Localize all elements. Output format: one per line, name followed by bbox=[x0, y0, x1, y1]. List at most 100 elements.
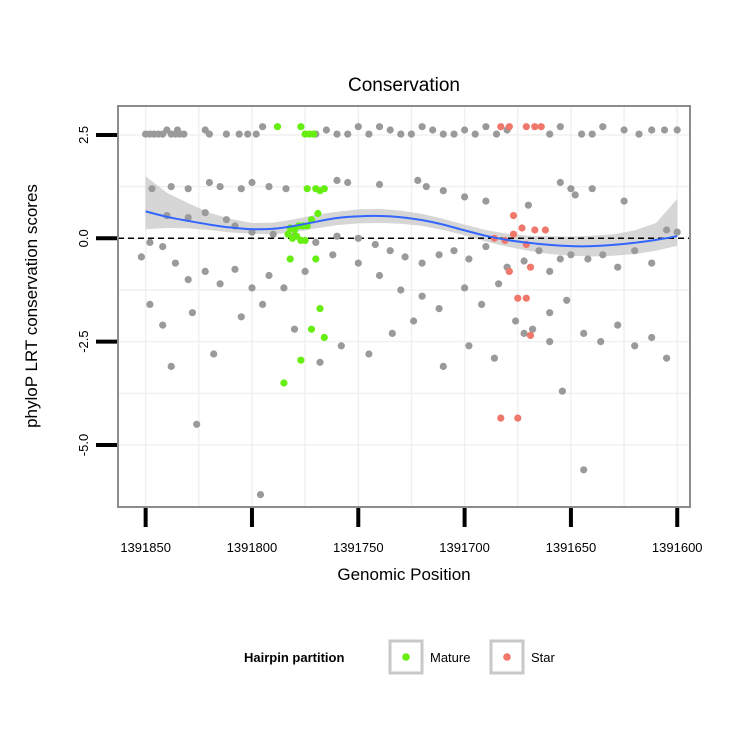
data-point bbox=[280, 379, 288, 387]
data-point bbox=[148, 185, 156, 193]
x-tick-label: 1391700 bbox=[439, 540, 490, 555]
data-point bbox=[522, 123, 530, 131]
data-point bbox=[386, 247, 394, 255]
smooth-trend-line bbox=[145, 210, 678, 248]
data-point bbox=[546, 338, 554, 346]
x-axis: 1391850 1391800 1391750 1391700 1391650 13916… bbox=[120, 508, 703, 555]
smooth-confidence-band bbox=[145, 176, 678, 257]
data-point bbox=[514, 294, 522, 302]
data-point bbox=[514, 414, 522, 422]
data-point bbox=[259, 300, 267, 308]
data-point bbox=[286, 255, 294, 263]
data-point bbox=[265, 183, 273, 191]
data-point bbox=[375, 180, 384, 189]
data-point bbox=[465, 255, 473, 263]
data-point bbox=[558, 387, 567, 395]
data-point bbox=[578, 130, 586, 138]
data-point bbox=[450, 130, 458, 138]
data-point bbox=[397, 130, 405, 138]
data-point bbox=[556, 255, 564, 263]
chart-title: Conservation bbox=[348, 75, 460, 96]
data-point bbox=[371, 240, 379, 249]
data-point bbox=[301, 267, 309, 275]
data-point bbox=[307, 325, 316, 333]
data-point bbox=[167, 183, 175, 191]
data-point bbox=[259, 123, 267, 131]
data-point bbox=[620, 126, 628, 134]
data-point bbox=[184, 276, 192, 284]
data-point bbox=[482, 123, 490, 131]
data-point bbox=[322, 126, 330, 134]
data-point bbox=[648, 259, 656, 267]
data-points bbox=[137, 123, 681, 499]
data-point bbox=[588, 185, 596, 193]
data-point bbox=[418, 123, 426, 131]
data-point bbox=[354, 234, 362, 242]
series-star bbox=[490, 123, 550, 422]
data-point bbox=[567, 185, 575, 193]
data-point bbox=[329, 251, 337, 259]
data-point bbox=[365, 350, 373, 358]
data-point bbox=[173, 126, 182, 134]
data-point bbox=[439, 187, 447, 195]
data-point bbox=[529, 325, 537, 333]
data-point bbox=[256, 491, 265, 499]
legend-item-mature: Mature bbox=[388, 639, 470, 675]
data-point bbox=[435, 305, 443, 313]
data-point bbox=[620, 197, 628, 205]
data-point bbox=[269, 230, 277, 238]
data-point bbox=[614, 321, 622, 329]
x-tick-label: 1391850 bbox=[120, 540, 171, 555]
plot-panel bbox=[117, 105, 691, 508]
data-point bbox=[497, 123, 505, 131]
data-point bbox=[580, 466, 588, 474]
data-point bbox=[316, 358, 324, 366]
legend: Hairpin partition Mature Star bbox=[244, 639, 556, 675]
data-point bbox=[201, 267, 209, 275]
data-point bbox=[482, 197, 490, 205]
x-tick-label: 1391600 bbox=[652, 540, 703, 555]
y-tick-label: -2.5 bbox=[76, 330, 91, 352]
data-point bbox=[410, 317, 418, 325]
data-point bbox=[314, 209, 322, 218]
data-point bbox=[660, 126, 669, 134]
data-point bbox=[146, 300, 154, 308]
data-point bbox=[663, 226, 671, 234]
data-point bbox=[465, 342, 473, 350]
data-point bbox=[461, 126, 469, 134]
data-point bbox=[231, 265, 239, 273]
y-tick-label: 2.5 bbox=[76, 126, 91, 144]
data-point bbox=[248, 178, 256, 187]
data-point bbox=[584, 255, 592, 263]
data-point bbox=[237, 185, 245, 193]
data-point bbox=[422, 183, 430, 191]
data-point bbox=[167, 362, 175, 370]
data-point bbox=[222, 130, 230, 138]
data-point bbox=[163, 126, 171, 134]
data-point bbox=[520, 257, 528, 265]
data-point bbox=[235, 130, 243, 138]
data-point bbox=[531, 226, 539, 234]
data-point bbox=[201, 209, 209, 217]
data-point bbox=[248, 228, 256, 236]
data-point bbox=[401, 253, 409, 261]
data-point bbox=[471, 130, 479, 138]
data-point bbox=[388, 329, 396, 337]
data-point bbox=[273, 123, 282, 131]
data-point bbox=[365, 130, 373, 138]
data-point bbox=[188, 309, 196, 317]
data-point bbox=[439, 362, 447, 370]
data-point bbox=[205, 130, 213, 138]
data-point bbox=[280, 284, 288, 292]
data-point bbox=[435, 251, 443, 259]
data-point bbox=[303, 185, 311, 193]
legend-label-mature: Mature bbox=[430, 650, 470, 665]
data-point bbox=[216, 280, 224, 288]
legend-item-star: Star bbox=[489, 639, 556, 675]
data-point bbox=[450, 247, 458, 255]
data-point bbox=[614, 263, 622, 271]
data-point bbox=[312, 255, 320, 263]
y-axis-title: phyloP LRT conservation scores bbox=[22, 184, 41, 428]
data-point bbox=[461, 284, 469, 292]
